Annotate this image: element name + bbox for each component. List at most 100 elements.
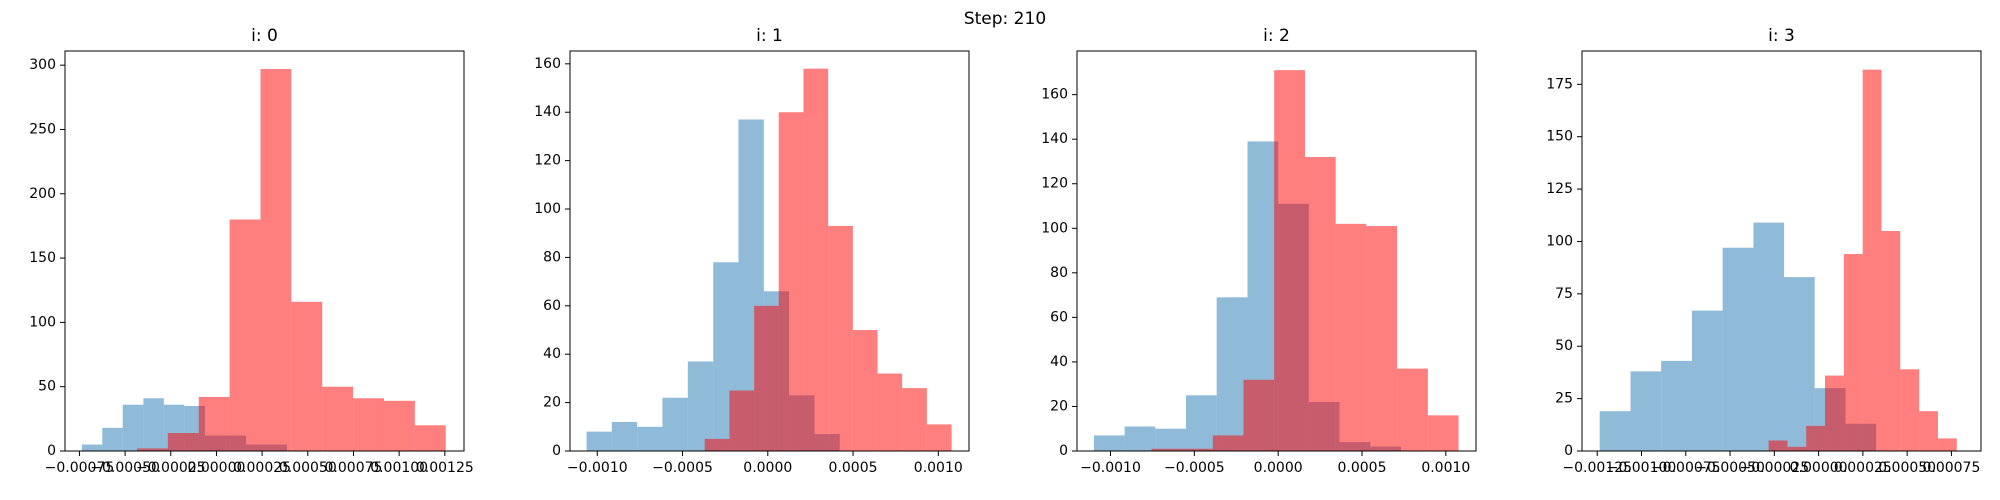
x-tick-label: −0.00025 [1740, 460, 1810, 476]
y-tick-label: 25 [1555, 391, 1573, 407]
histogram-bar [81, 444, 103, 451]
x-tick-label: −0.00050 [1695, 460, 1765, 476]
histogram-bar [291, 301, 323, 451]
x-tick-label: 0.0005 [829, 460, 878, 476]
x-tick-label: −0.0005 [1164, 460, 1225, 476]
subplot: i: 1 0 20 40 60 80 100 120 140 160 −0.0010 −0.0005 0… [534, 26, 970, 476]
histogram-bar [902, 388, 927, 451]
histogram-bar [1843, 254, 1863, 451]
y-tick-label: 160 [534, 56, 561, 72]
histogram-bar [1151, 448, 1183, 451]
histogram-bar [1124, 426, 1156, 451]
histogram-bar [1919, 411, 1938, 451]
x-tick-label: −0.00075 [1651, 460, 1721, 476]
histogram-bar [1824, 375, 1844, 451]
y-tick-label: 150 [29, 250, 56, 266]
y-tick-label: 140 [1041, 131, 1068, 147]
histogram-bar [1093, 435, 1125, 451]
y-tick-label: 160 [1041, 87, 1068, 103]
y-tick-label: 50 [38, 379, 56, 395]
subplot: i: 2 0 20 40 60 80 100 120 140 160 −0.0010 −0.0005 0… [1041, 26, 1477, 476]
histogram-bar [778, 112, 804, 452]
histogram-bar [1661, 360, 1692, 451]
subplot: i: 30255075100125150175−0.00125−0.00100−… [1546, 26, 1982, 476]
y-tick-label: 75 [1555, 286, 1573, 302]
y-tick-label: 40 [543, 346, 561, 362]
histogram-bar [1155, 428, 1186, 451]
y-tick-label: 100 [534, 201, 561, 217]
histogram-bar [1366, 226, 1398, 451]
subplot-title: i: 2 [1263, 26, 1290, 46]
histogram-bar [1722, 247, 1754, 451]
histogram-bar [1862, 69, 1882, 452]
histogram-bar [828, 225, 853, 451]
x-tick-label: 0.0010 [914, 460, 963, 476]
histogram-bar [1784, 277, 1815, 451]
subplot-title: i: 0 [251, 26, 278, 46]
histogram-bar [143, 398, 164, 451]
x-tick-label: 0.00100 [370, 460, 428, 476]
x-tick-label: 0.00000 [1790, 460, 1848, 476]
x-tick-label: −0.0005 [652, 460, 713, 476]
x-tick-label: 0.0010 [1421, 460, 1470, 476]
histogram-bar [926, 424, 952, 451]
plot-frame [64, 50, 465, 452]
histogram-bar [1397, 368, 1428, 451]
y-tick-label: 60 [1050, 309, 1068, 325]
histogram-bar [198, 396, 230, 451]
y-tick-label: 40 [1050, 354, 1068, 370]
histogram-bar [1806, 425, 1825, 451]
plot-frame [569, 50, 970, 452]
x-tick-label: 0.00050 [1878, 460, 1936, 476]
x-tick-label: 0.00075 [325, 460, 383, 476]
x-tick-label: −0.00100 [1607, 460, 1677, 476]
y-tick-label: 250 [29, 121, 56, 137]
histogram-bar [1937, 438, 1957, 451]
histogram-bar [1768, 440, 1788, 451]
y-tick-label: 80 [543, 249, 561, 265]
plot-frame [1076, 50, 1477, 452]
histogram-bar [704, 438, 730, 451]
histogram-bar [1274, 70, 1305, 451]
y-tick-label: 60 [543, 298, 561, 314]
y-tick-label: 100 [1546, 233, 1573, 249]
subplot: i: 0 0 50 100 150 200 250 300 −0.00075−0.00050−0… [29, 26, 474, 476]
histogram-bar [754, 305, 779, 451]
y-tick-label: 120 [1041, 176, 1068, 192]
histogram-bar [136, 448, 168, 451]
histogram-bar [662, 397, 688, 451]
plot-frame [1581, 50, 1982, 452]
x-tick-label: 0.00025 [233, 460, 291, 476]
histogram-bar [1753, 222, 1785, 451]
histogram-bar [1691, 310, 1723, 451]
x-tick-label: 0.00125 [416, 460, 474, 476]
y-tick-label: 50 [1555, 338, 1573, 354]
histogram-bar [1185, 395, 1217, 451]
histogram-bar [102, 427, 123, 451]
y-tick-label: 20 [1050, 398, 1068, 414]
x-tick-label: 0.00000 [187, 460, 245, 476]
histogram-bar [1216, 297, 1248, 451]
histogram-bar [1900, 369, 1920, 451]
y-tick-label: 0 [1564, 443, 1573, 459]
x-tick-label: 0.00075 [1922, 460, 1980, 476]
histogram-bar [1599, 411, 1631, 451]
histogram-bar [729, 390, 755, 451]
subplot-title: i: 1 [756, 26, 783, 46]
x-tick-label: −0.0010 [1080, 460, 1141, 476]
histogram-bar [260, 69, 292, 451]
histogram-bar [687, 361, 714, 451]
histogram-bar [586, 431, 612, 451]
histogram-bar [1427, 415, 1459, 451]
x-tick-label: 0.0000 [1254, 460, 1303, 476]
histogram-bar [877, 373, 903, 451]
y-tick-label: 200 [29, 186, 56, 202]
y-tick-label: 120 [534, 153, 561, 169]
y-tick-label: 100 [1041, 220, 1068, 236]
y-tick-label: 20 [543, 395, 561, 411]
histogram-bar [122, 404, 144, 451]
x-tick-label: −0.00125 [1562, 460, 1632, 476]
x-tick-label: 0.0000 [743, 460, 792, 476]
histogram-bar [1305, 157, 1336, 451]
